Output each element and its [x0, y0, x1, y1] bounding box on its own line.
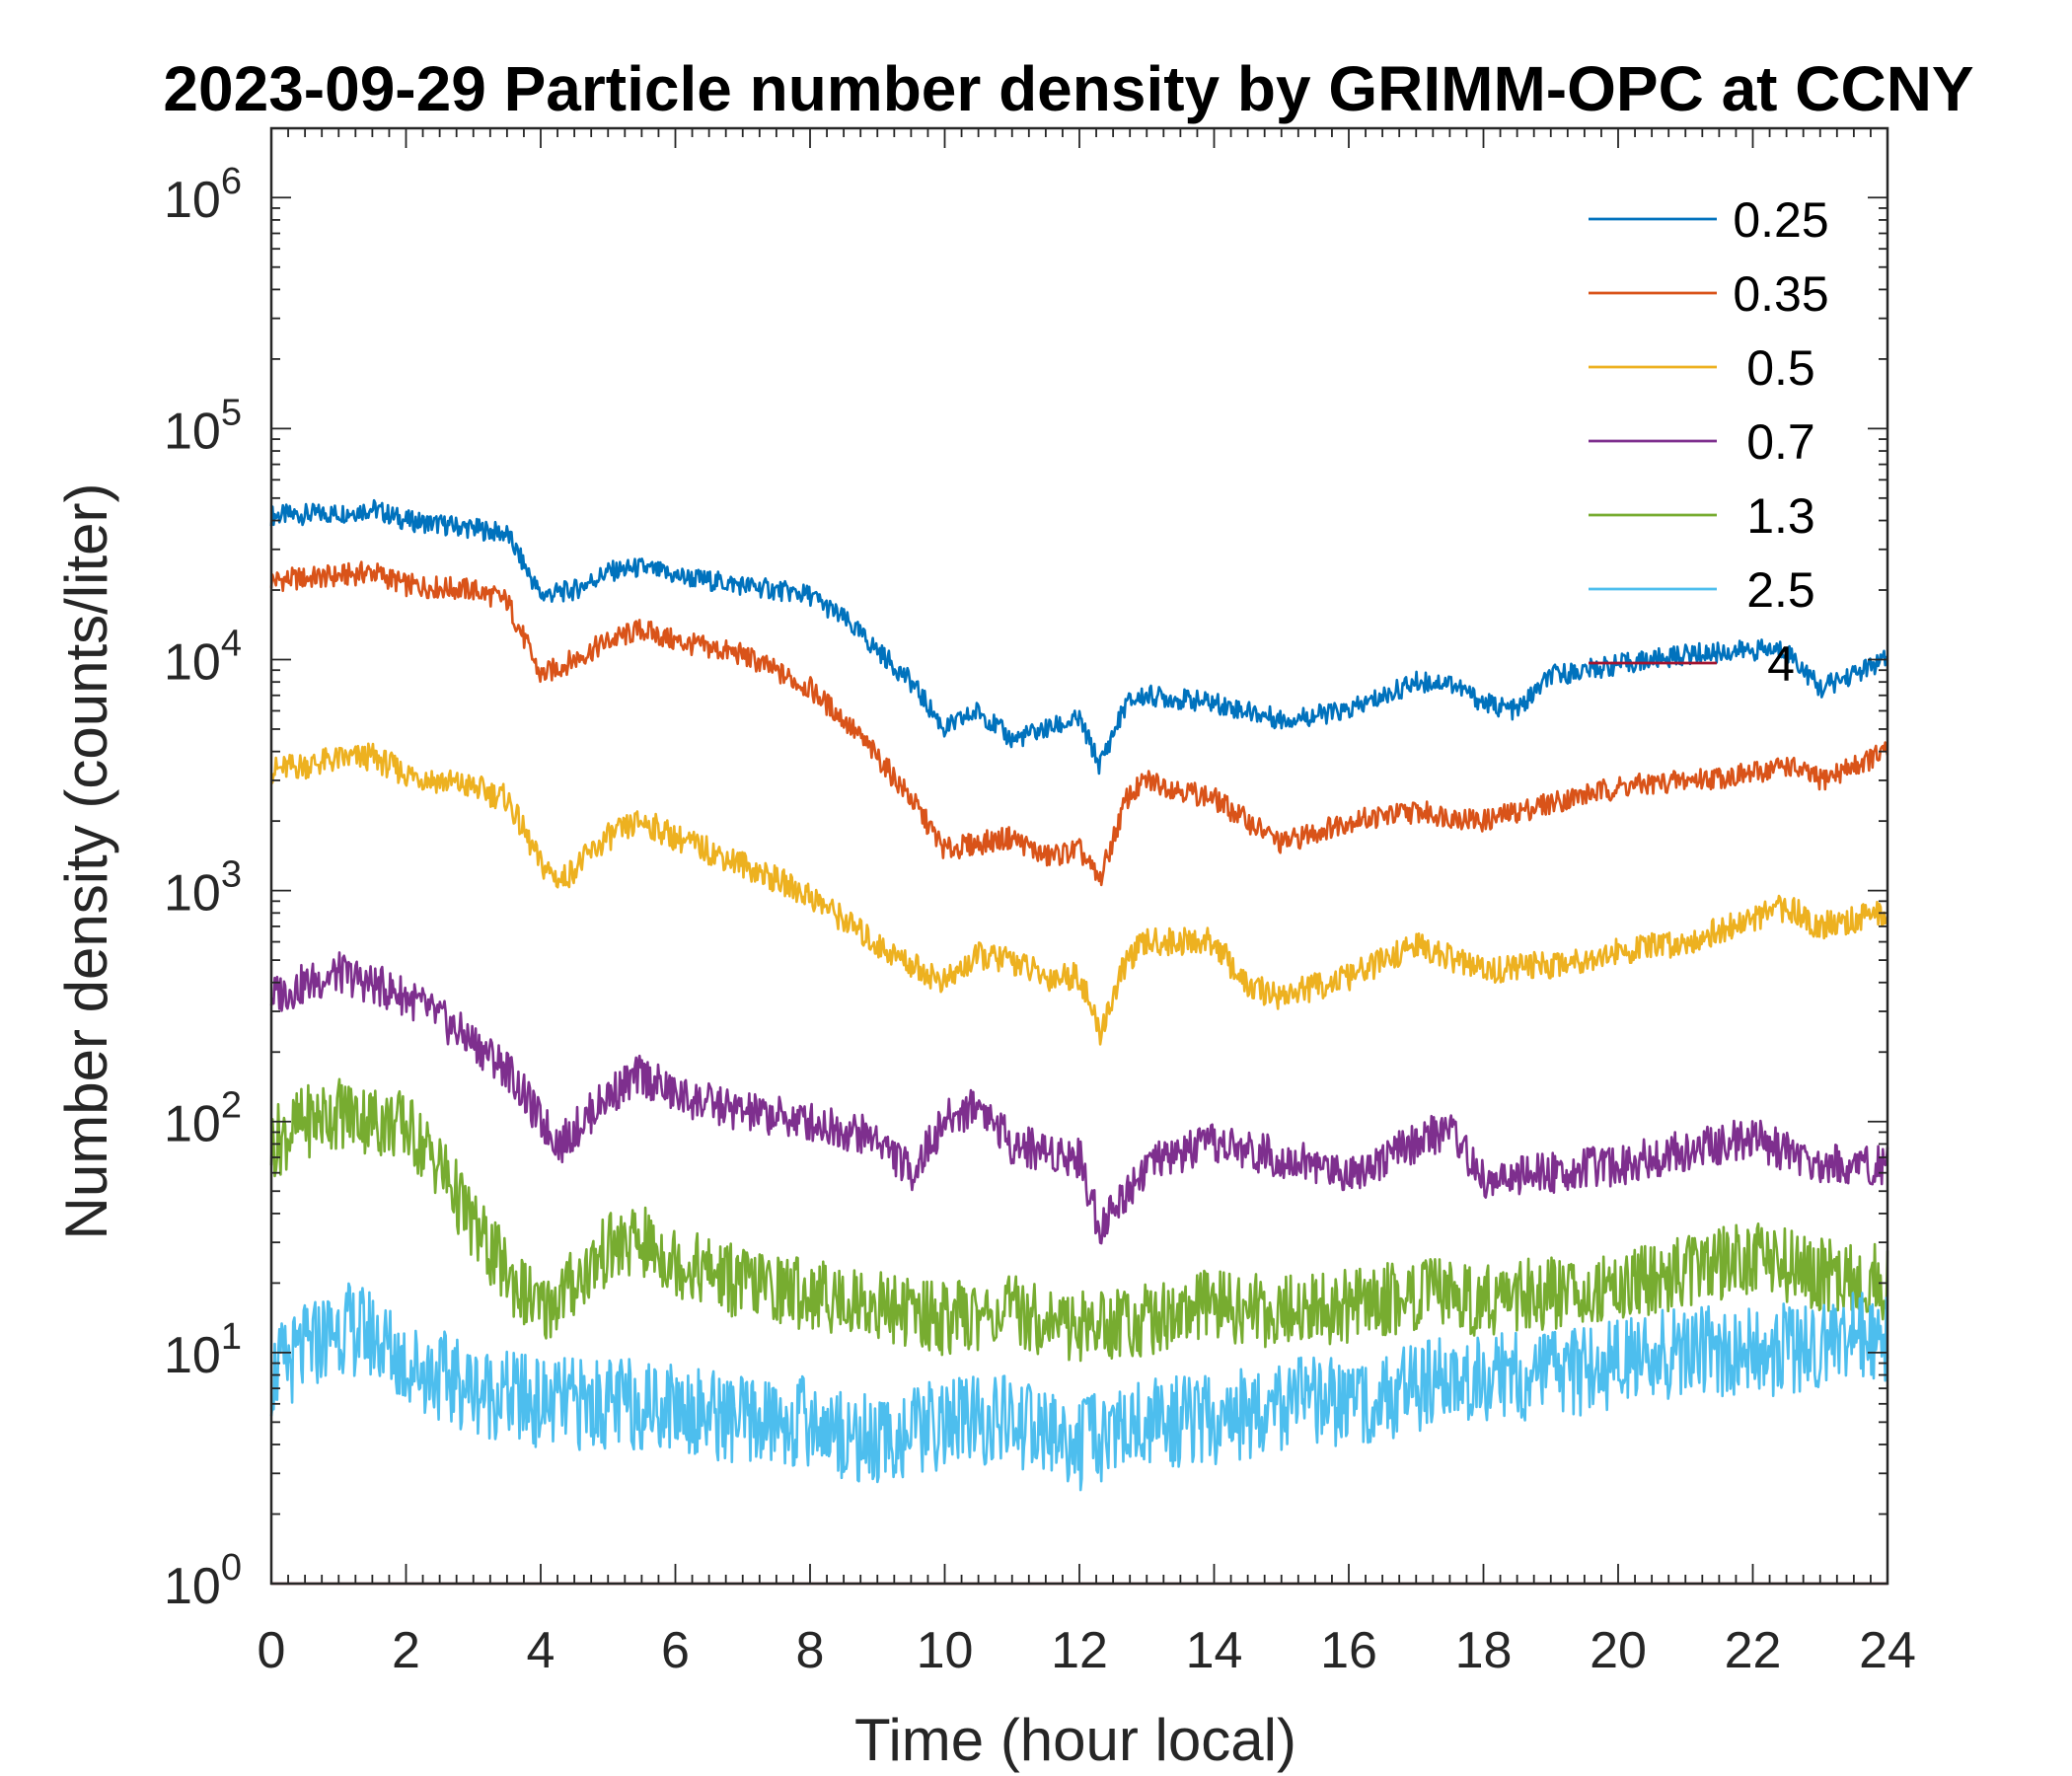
y-axis-label: Number density (counts/liter) — [53, 483, 119, 1240]
legend-label: 2.5 — [1746, 562, 1815, 618]
x-tick-label: 2 — [392, 1622, 420, 1679]
y-tick-label: 102 — [164, 1085, 242, 1153]
series-line-0_7 — [269, 951, 1889, 1245]
legend-label: 4 — [1767, 636, 1795, 692]
y-tick-label: 106 — [164, 161, 242, 229]
legend-label: 0.35 — [1733, 266, 1828, 322]
x-tick-label: 24 — [1859, 1622, 1916, 1679]
series-line-0_5 — [269, 742, 1889, 1046]
tick-label-layer: 0 2 4 6 8 10 12 14 16 18 20 22 241001011021031041051… — [164, 161, 1916, 1679]
legend-label: 0.25 — [1733, 192, 1828, 248]
x-tick-label: 16 — [1320, 1622, 1377, 1679]
legend: 0.25 0.35 0.5 0.7 1.3 2.5 4 — [1589, 192, 1829, 692]
x-tick-label: 12 — [1051, 1622, 1108, 1679]
y-tick-label: 103 — [164, 854, 242, 923]
legend-label: 0.5 — [1746, 340, 1815, 396]
x-tick-label: 22 — [1725, 1622, 1782, 1679]
x-tick-label: 4 — [527, 1622, 555, 1679]
chart-title: 2023-09-29 Particle number density by GR… — [163, 53, 1973, 124]
series-line-2_5 — [269, 1282, 1889, 1492]
y-tick-label: 101 — [164, 1316, 242, 1384]
y-tick-label: 100 — [164, 1547, 242, 1615]
x-axis-label: Time (hour local) — [854, 1707, 1296, 1773]
x-tick-label: 6 — [661, 1622, 690, 1679]
x-tick-label: 0 — [258, 1622, 286, 1679]
y-tick-label: 104 — [164, 623, 242, 691]
x-tick-label: 20 — [1590, 1622, 1647, 1679]
legend-label: 1.3 — [1746, 488, 1815, 544]
series-line-0_35 — [269, 560, 1889, 887]
axes-layer — [269, 126, 1889, 1586]
series-line-1_3 — [269, 1077, 1889, 1363]
x-tick-label: 14 — [1186, 1622, 1243, 1679]
legend-label: 0.7 — [1746, 414, 1815, 470]
x-tick-label: 18 — [1455, 1622, 1513, 1679]
x-tick-label: 10 — [917, 1622, 974, 1679]
y-tick-label: 105 — [164, 392, 242, 460]
x-tick-label: 8 — [796, 1622, 825, 1679]
